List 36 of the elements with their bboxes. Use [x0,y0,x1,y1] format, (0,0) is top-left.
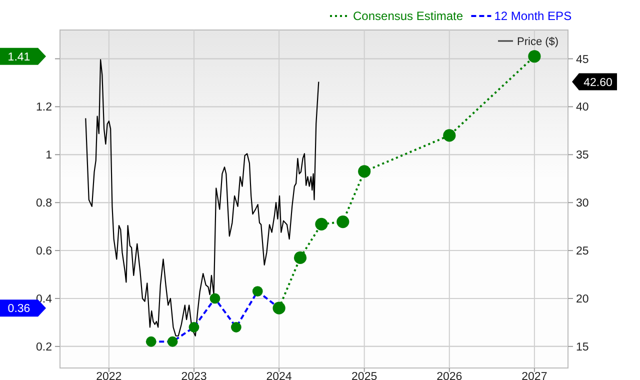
x-tick-label: 2024 [266,371,292,380]
point [315,218,328,230]
y2-tick-label: 15 [576,341,589,354]
point [358,165,371,178]
x-tick-label: 2023 [181,371,207,380]
y2-tick-label: 45 [576,54,589,66]
point [252,286,263,296]
x-tick-label: 2025 [352,371,378,380]
point [336,215,350,228]
y2-tick-label: 35 [576,150,589,162]
text: 42.60 [584,76,612,89]
y-tick-label: 0.8 [36,198,52,210]
point [528,50,541,63]
point [443,129,456,142]
y-tick-label: 0.6 [36,246,52,258]
legend-label: Price ($) [517,36,559,48]
text: 1.41 [8,51,30,64]
x-tick-label: 2026 [436,371,462,380]
y-tick-label: 0.2 [36,341,52,354]
point [146,336,156,347]
y-tick-label: 1 [46,150,52,162]
y2-tick-label: 40 [576,102,589,114]
point [167,336,178,347]
y-tick-label: 1.2 [36,102,52,114]
y2-tick-label: 25 [576,246,589,258]
y2-tick-label: 20 [576,293,589,306]
x-tick-label: 2027 [522,371,548,380]
point [294,251,307,264]
point [188,322,200,332]
text: 0.36 [8,303,30,316]
legend-label: 12 Month EPS [494,9,572,23]
x-tick-label: 2022 [96,371,122,380]
point [230,322,242,332]
y2-tick-label: 30 [576,198,589,210]
point [210,293,220,304]
legend-label: Consensus Estimate [353,9,464,23]
